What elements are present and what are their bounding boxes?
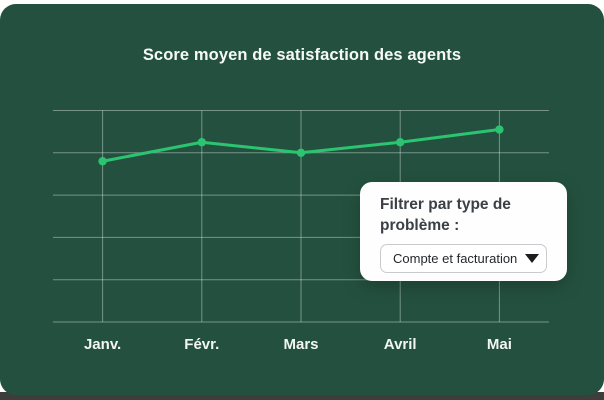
- x-label-mars: Mars: [283, 336, 319, 353]
- x-label-fevr: Févr.: [184, 336, 220, 353]
- filter-card: Filtrer par type de problème : Compte et…: [360, 182, 567, 281]
- x-label-avril: Avril: [383, 336, 417, 353]
- chart-title: Score moyen de satisfaction des agents: [142, 46, 462, 64]
- x-label-mai: Mai: [486, 336, 512, 353]
- x-label-janv: Janv.: [83, 336, 122, 353]
- caret-down-icon: [525, 254, 540, 263]
- chart-card: Score moyen de satisfaction des agents J…: [0, 4, 604, 395]
- filter-label: Filtrer par type de problème :: [380, 196, 511, 234]
- problem-type-dropdown[interactable]: Compte et facturation: [380, 244, 547, 273]
- bottom-edge: [0, 392, 604, 400]
- dropdown-selected-value: Compte et facturation: [393, 251, 518, 266]
